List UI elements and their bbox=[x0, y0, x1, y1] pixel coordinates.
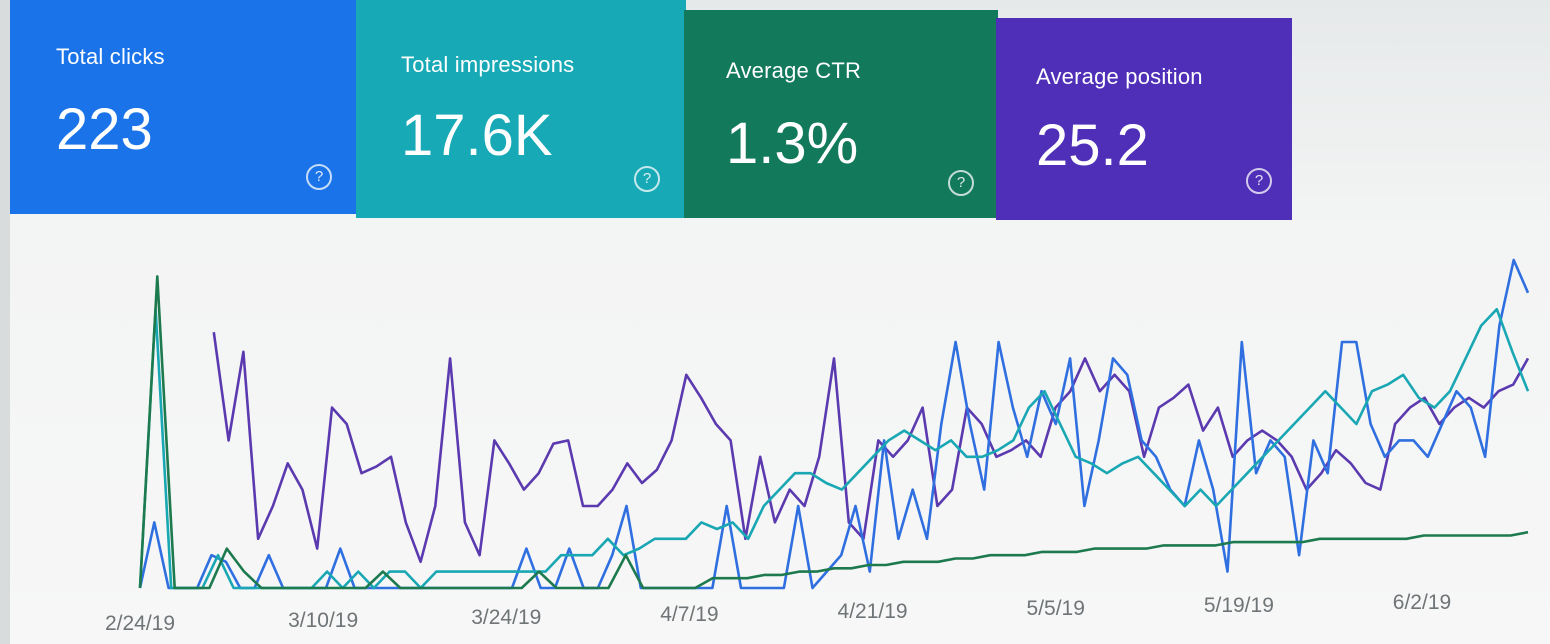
metric-card-average-ctr[interactable]: Average CTR 1.3% ? bbox=[684, 10, 998, 218]
metric-value: 17.6K bbox=[401, 103, 553, 168]
help-circle-icon[interactable]: ? bbox=[948, 170, 974, 196]
metric-label: Average position bbox=[1036, 64, 1203, 89]
screen-bezel bbox=[0, 0, 10, 644]
x-tick-label: 2/24/19 bbox=[105, 612, 175, 635]
metric-label: Total clicks bbox=[56, 44, 165, 69]
metric-value: 25.2 bbox=[1036, 113, 1149, 178]
x-tick-label: 4/7/19 bbox=[660, 603, 718, 626]
help-circle-icon[interactable]: ? bbox=[1246, 168, 1272, 194]
series-layer bbox=[138, 258, 1530, 590]
performance-line-chart: 2/24/19 3/10/19 3/24/19 4/7/19 4/21/19 5/5/19… bbox=[0, 220, 1550, 644]
x-tick-label: 5/19/19 bbox=[1204, 594, 1274, 617]
help-circle-icon[interactable]: ? bbox=[634, 166, 660, 192]
x-tick-label: 3/10/19 bbox=[288, 609, 358, 632]
metric-card-average-position[interactable]: Average position 25.2 ? bbox=[996, 18, 1292, 220]
metric-card-total-clicks[interactable]: Total clicks 223 ? bbox=[10, 0, 358, 214]
series-line-2 bbox=[138, 307, 1530, 590]
metric-label: Average CTR bbox=[726, 58, 862, 83]
x-tick-label: 5/5/19 bbox=[1027, 597, 1085, 620]
metric-value: 1.3% bbox=[726, 111, 859, 176]
metric-label: Total impressions bbox=[401, 52, 575, 77]
x-tick-label: 4/21/19 bbox=[838, 600, 908, 623]
metric-card-total-impressions[interactable]: Total impressions 17.6K ? bbox=[356, 0, 686, 218]
chart-svg: 2/24/19 3/10/19 3/24/19 4/7/19 4/21/19 5/5/19… bbox=[105, 258, 1530, 635]
metric-value: 223 bbox=[56, 97, 153, 162]
series-line-3 bbox=[138, 275, 1529, 590]
series-line-0 bbox=[212, 332, 1530, 564]
series-line-1 bbox=[138, 258, 1530, 590]
help-circle-icon[interactable]: ? bbox=[306, 164, 332, 190]
x-tick-label: 6/2/19 bbox=[1393, 591, 1451, 614]
x-tick-label: 3/24/19 bbox=[471, 606, 541, 629]
x-axis-ticks: 2/24/19 3/10/19 3/24/19 4/7/19 4/21/19 5/5/19… bbox=[105, 591, 1451, 635]
